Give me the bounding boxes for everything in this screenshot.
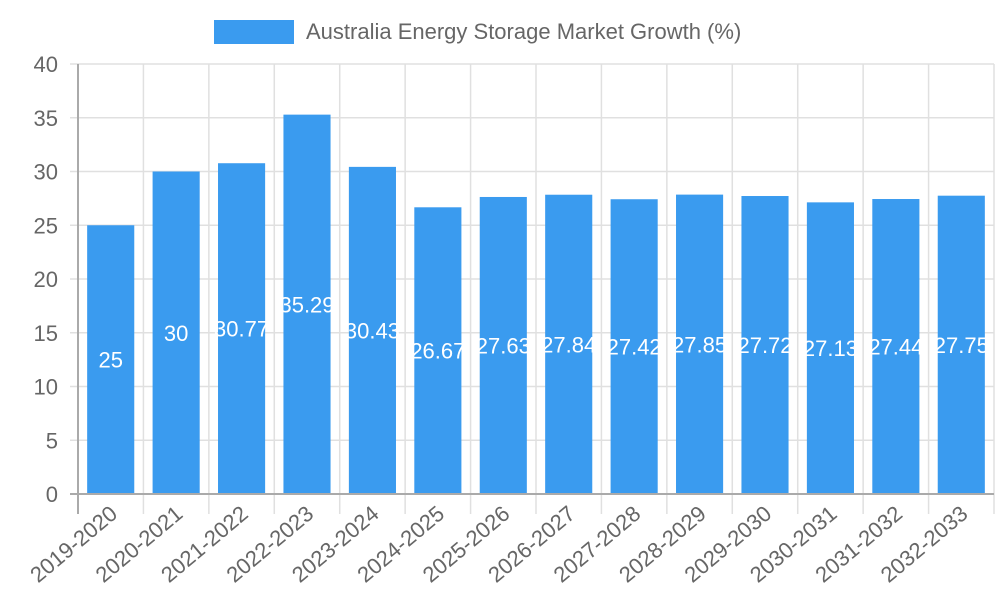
bar[interactable] [218, 163, 266, 494]
bar-value-label: 27.42 [607, 335, 662, 360]
bar[interactable] [610, 199, 658, 495]
bar[interactable] [479, 196, 527, 495]
y-axis-labels: 0 5 10 15 20 25 30 35 40 [34, 52, 58, 507]
y-tick-label: 25 [34, 213, 58, 238]
y-tick-label: 5 [46, 428, 58, 453]
bar[interactable] [872, 199, 920, 494]
bar-value-labels: 25 30 30.77 35.29 30.43 26.67 27.63 27.84 27.42 2… [98, 292, 988, 372]
bar[interactable] [152, 171, 200, 495]
bar-value-label: 27.44 [868, 335, 923, 360]
y-tick-label: 20 [34, 267, 58, 292]
bar[interactable] [87, 225, 135, 494]
bars [87, 114, 985, 495]
chart-legend[interactable]: Australia Energy Storage Market Growth (… [214, 18, 741, 46]
bar-value-label: 26.67 [410, 339, 465, 364]
bar-value-label: 27.84 [541, 332, 596, 357]
y-tick-label: 30 [34, 160, 58, 185]
axes [70, 64, 994, 514]
bar[interactable] [937, 195, 985, 494]
legend-swatch [214, 20, 294, 44]
bar-value-label: 25 [98, 348, 122, 373]
bar-value-label: 30.43 [345, 318, 400, 343]
bar[interactable] [741, 196, 789, 494]
bar-value-label: 27.85 [672, 332, 727, 357]
bar-value-label: 27.75 [934, 333, 989, 358]
bar[interactable] [414, 207, 462, 495]
x-axis-labels: 2019-20202020-20212021-20222022-20232023… [25, 501, 972, 588]
y-tick-label: 15 [34, 321, 58, 346]
bar[interactable] [545, 194, 593, 494]
bar-value-label: 27.72 [737, 333, 792, 358]
grid-lines [70, 63, 995, 514]
bar[interactable] [806, 202, 854, 495]
bar-value-label: 30 [164, 321, 188, 346]
legend-label: Australia Energy Storage Market Growth (… [306, 19, 742, 44]
bar-value-label: 30.77 [214, 317, 269, 342]
y-tick-label: 10 [34, 375, 58, 400]
y-tick-label: 40 [34, 52, 58, 77]
y-tick-label: 35 [34, 106, 58, 131]
bar[interactable] [348, 166, 396, 494]
y-tick-label: 0 [46, 482, 58, 507]
bar-value-label: 35.29 [279, 292, 334, 317]
bar[interactable] [676, 194, 724, 495]
bar-value-label: 27.13 [803, 336, 858, 361]
bar[interactable] [283, 114, 331, 494]
bar-value-label: 27.63 [476, 333, 531, 358]
